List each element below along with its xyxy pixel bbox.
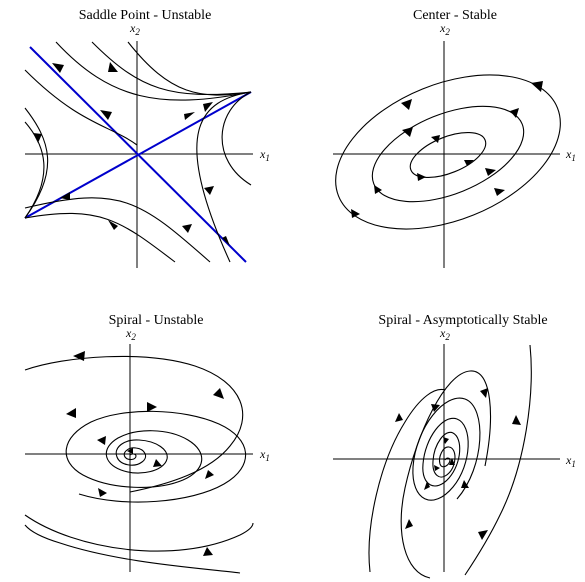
spiral-stable-x-axis-label: x1: [565, 453, 576, 469]
spiral-unstable-arrowhead: [98, 488, 107, 497]
center-title: Center - Stable: [413, 8, 497, 23]
saddle-trajectory: [24, 197, 211, 263]
saddle-arrowhead: [182, 224, 192, 233]
spiral-unstable-trajectory: [24, 524, 241, 574]
spiral-unstable-arrowhead: [153, 459, 162, 467]
saddle-x-axis-label: x1: [259, 147, 270, 163]
spiral-unstable-trajectory: [65, 410, 247, 503]
saddle-trajectory: [55, 41, 252, 101]
saddle-arrowhead: [33, 133, 42, 143]
spiral-stable-arrowhead: [512, 415, 521, 425]
spiral-unstable-arrowhead: [205, 470, 214, 479]
center-panel: Center - Stable x2 x1: [333, 8, 576, 268]
saddle-arrowhead: [222, 236, 230, 246]
saddle-trajectory: [24, 69, 138, 146]
saddle-arrowhead: [108, 62, 118, 72]
saddle-arrowhead: [184, 112, 195, 120]
spiral-unstable-title: Spiral - Unstable: [109, 313, 204, 328]
saddle-arrowhead: [100, 110, 112, 120]
saddle-y-axis-label: x2: [129, 21, 140, 37]
center-arrowhead: [531, 81, 543, 92]
center-x-axis-label: x1: [565, 147, 576, 163]
spiral-unstable-trajectory: [24, 355, 244, 493]
saddle-arrowhead: [52, 63, 64, 73]
spiral-unstable-arrowhead: [147, 402, 157, 412]
center-arrowhead: [401, 99, 412, 110]
spiral-stable-trajectory: [412, 397, 481, 501]
center-arrowhead: [464, 160, 474, 166]
center-arrowhead: [351, 209, 360, 218]
center-arrowhead: [494, 188, 505, 196]
center-arrowhead: [374, 185, 382, 194]
spiral-unstable-trajectory: [24, 514, 254, 552]
spiral-unstable-arrowhead: [127, 448, 133, 454]
saddle-trajectory: [196, 91, 252, 263]
spiral-unstable-arrowhead: [213, 388, 224, 399]
saddle-trajectory: [127, 41, 252, 96]
saddle-arrowhead: [204, 186, 214, 195]
spiral-stable-arrowhead: [424, 481, 430, 490]
center-orbit: [409, 132, 487, 178]
saddle-trajectory: [221, 91, 252, 186]
spiral-stable-trajectory: [400, 370, 492, 579]
spiral-unstable-panel: Spiral - Unstable x2 x1: [24, 313, 270, 574]
spiral-unstable-x-axis-label: x1: [259, 447, 270, 463]
spiral-stable-trajectory: [368, 388, 446, 573]
spiral-stable-arrowhead: [395, 413, 403, 422]
center-orbit: [335, 74, 561, 230]
spiral-stable-arrowhead: [480, 388, 488, 398]
spiral-stable-arrowhead: [443, 437, 449, 444]
center-arrowhead: [402, 127, 413, 137]
spiral-stable-panel: Spiral - Asymptotically Stable x2 x1: [333, 313, 576, 579]
saddle-trajectory: [24, 121, 45, 219]
spiral-unstable-arrowhead: [66, 408, 76, 418]
spiral-unstable-arrowhead: [97, 436, 106, 445]
saddle-unstable-eigenline: [24, 91, 252, 219]
spiral-stable-arrowhead: [461, 480, 469, 488]
saddle-arrowhead: [203, 102, 213, 112]
center-y-axis-label: x2: [439, 21, 450, 37]
center-arrowhead: [417, 173, 426, 181]
saddle-arrowhead: [60, 192, 70, 200]
spiral-stable-trajectory: [464, 344, 532, 576]
spiral-stable-y-axis-label: x2: [439, 326, 450, 342]
spiral-stable-arrowhead: [434, 465, 440, 471]
center-arrowhead: [431, 135, 440, 143]
saddle-trajectory: [24, 212, 176, 263]
spiral-stable-arrowhead: [478, 530, 488, 540]
spiral-unstable-y-axis-label: x2: [125, 326, 136, 342]
spiral-unstable-arrowhead: [203, 547, 213, 556]
spiral-stable-arrowhead: [449, 458, 455, 465]
center-arrowhead: [510, 108, 519, 118]
saddle-arrowhead: [108, 220, 118, 230]
center-orbit: [371, 105, 525, 203]
spiral-unstable-arrowhead: [73, 351, 85, 361]
saddle-title: Saddle Point - Unstable: [79, 8, 212, 23]
spiral-stable-title: Spiral - Asymptotically Stable: [378, 313, 547, 328]
spiral-stable-arrowhead: [405, 519, 413, 529]
center-arrowhead: [485, 168, 496, 176]
spiral-stable-arrowhead: [431, 404, 440, 412]
saddle-trajectory: [91, 41, 252, 96]
saddle-panel: Saddle Point - Unstable x2 x1: [24, 8, 270, 268]
